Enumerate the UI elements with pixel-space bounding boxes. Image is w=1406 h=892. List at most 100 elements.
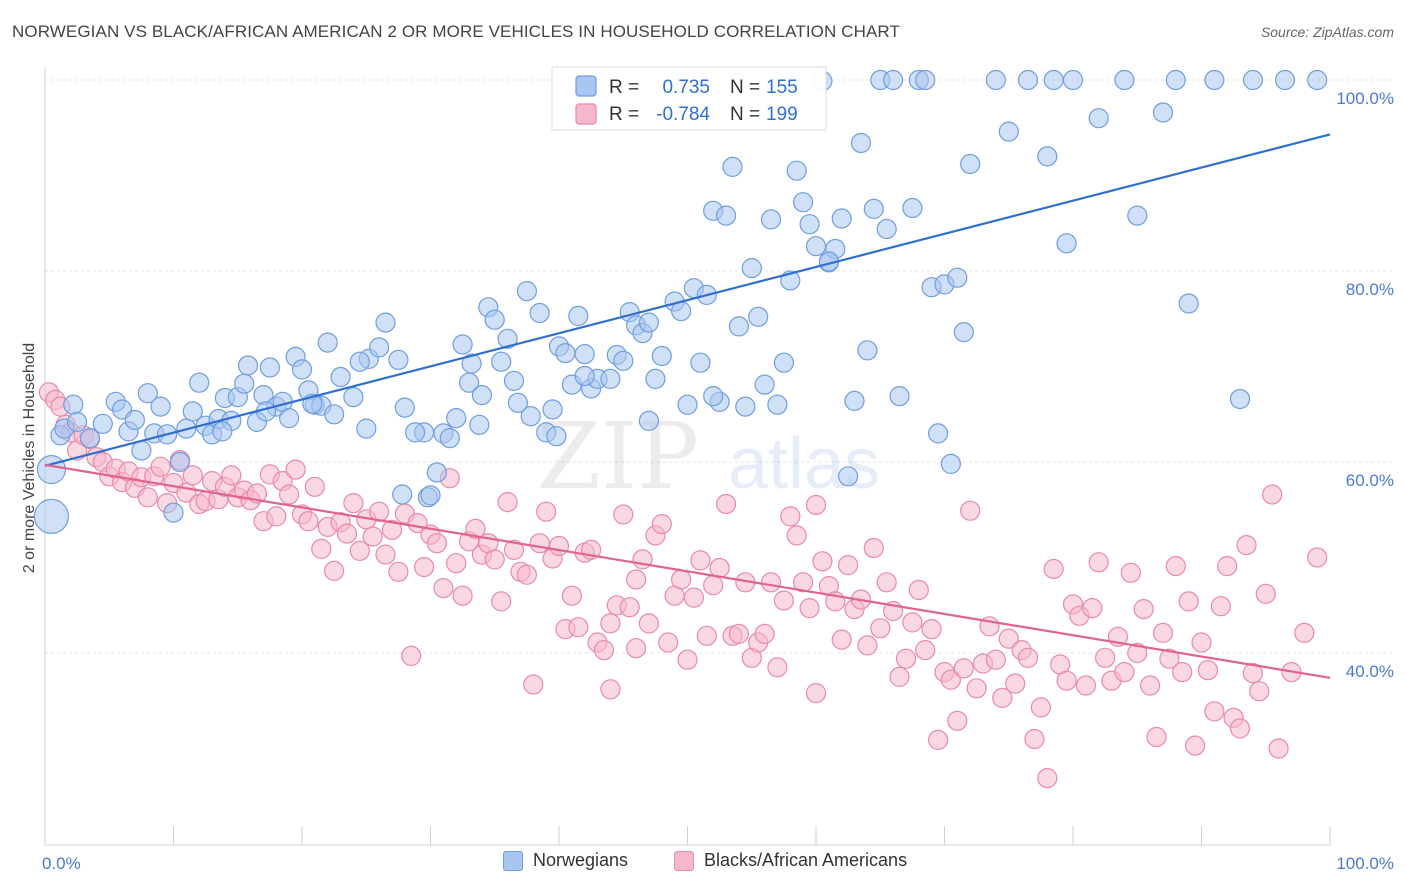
- data-point: [182, 465, 203, 486]
- data-point: [1307, 547, 1328, 568]
- data-point: [645, 368, 666, 389]
- data-point: [343, 387, 364, 408]
- watermark: ZIP atlas: [537, 403, 880, 510]
- data-point: [1217, 555, 1238, 577]
- data-point: [857, 635, 878, 656]
- y-tick-label: 40.0%: [1346, 662, 1394, 681]
- data-point: [1120, 562, 1141, 583]
- data-point: [469, 414, 490, 435]
- data-point: [150, 456, 171, 477]
- data-point: [446, 408, 467, 429]
- data-point: [516, 281, 538, 302]
- data-point: [1178, 293, 1199, 314]
- data-point: [426, 533, 447, 554]
- data-point: [748, 306, 769, 327]
- data-point: [1274, 69, 1296, 91]
- data-point: [433, 577, 454, 599]
- data-point: [985, 69, 1007, 91]
- legend-n-label-black: N =: [730, 104, 760, 125]
- data-point: [760, 572, 782, 593]
- data-point: [1043, 69, 1064, 91]
- bottom-legend-swatch-black: [674, 850, 694, 871]
- data-point: [503, 539, 525, 561]
- data-point: [613, 504, 634, 525]
- data-point: [36, 455, 67, 485]
- data-point: [548, 535, 570, 557]
- data-point: [381, 519, 403, 540]
- data-point: [998, 121, 1019, 142]
- data-point: [1152, 102, 1174, 123]
- data-point: [1056, 670, 1077, 691]
- data-point: [259, 357, 280, 378]
- data-point: [336, 523, 358, 544]
- data-point: [1262, 484, 1283, 505]
- data-point: [915, 69, 936, 91]
- data-point: [805, 236, 827, 257]
- data-point: [1191, 632, 1212, 653]
- data-point: [1017, 69, 1039, 91]
- data-point: [831, 629, 852, 650]
- data-point: [728, 623, 750, 645]
- data-point: [349, 351, 370, 372]
- data-point: [703, 575, 724, 596]
- data-point: [1075, 675, 1097, 696]
- data-point: [1159, 648, 1180, 669]
- data-point: [947, 710, 968, 731]
- data-point: [461, 353, 482, 374]
- data-point: [760, 209, 782, 230]
- data-point: [619, 597, 640, 618]
- data-point: [285, 459, 306, 480]
- data-point: [1017, 647, 1039, 668]
- data-point: [131, 440, 152, 461]
- bottom-legend: Norwegians Blacks/African Americans: [0, 850, 1406, 880]
- data-point: [1030, 697, 1052, 718]
- data-point: [304, 476, 325, 497]
- data-point: [651, 345, 672, 367]
- data-point: [947, 267, 968, 288]
- trendlines: [44, 133, 1331, 679]
- data-point: [189, 372, 210, 393]
- data-point: [324, 404, 345, 425]
- data-point: [677, 649, 698, 670]
- data-point: [568, 617, 589, 638]
- data-point: [124, 409, 145, 431]
- data-point: [465, 518, 486, 540]
- data-point: [555, 343, 576, 364]
- data-point: [1056, 233, 1077, 254]
- trendline-norwegians: [44, 133, 1331, 467]
- data-point: [388, 349, 409, 370]
- y-axis-label: 2 or more Vehicles in Household: [21, 343, 38, 573]
- data-point: [857, 340, 878, 361]
- data-point: [291, 359, 313, 380]
- data-point: [1165, 69, 1186, 91]
- data-point: [741, 258, 762, 279]
- data-point: [953, 322, 974, 343]
- data-point: [831, 208, 852, 229]
- data-point: [786, 525, 807, 546]
- data-point: [600, 613, 621, 634]
- data-point: [317, 332, 338, 353]
- data-point: [940, 453, 962, 474]
- data-point: [690, 550, 711, 571]
- data-point: [889, 666, 910, 688]
- data-point: [92, 413, 113, 434]
- data-point: [792, 572, 814, 593]
- data-point: [863, 198, 884, 219]
- data-point: [1082, 597, 1103, 619]
- data-point: [876, 218, 897, 240]
- data-point: [799, 214, 820, 235]
- data-point: [966, 678, 987, 699]
- data-point: [1307, 69, 1328, 91]
- data-point: [330, 366, 351, 388]
- data-point: [561, 585, 583, 606]
- data-point: [79, 428, 101, 449]
- data-point: [638, 613, 660, 634]
- data-point: [1114, 661, 1135, 683]
- bottom-legend-label-black: Blacks/African Americans: [704, 850, 908, 870]
- legend-r-value-norwegians: 0.735: [662, 77, 710, 98]
- legend-swatch-norwegians: [575, 75, 597, 97]
- data-point: [1043, 558, 1064, 580]
- trendline-black: [44, 463, 1331, 679]
- data-point: [529, 302, 550, 324]
- data-point: [150, 396, 171, 417]
